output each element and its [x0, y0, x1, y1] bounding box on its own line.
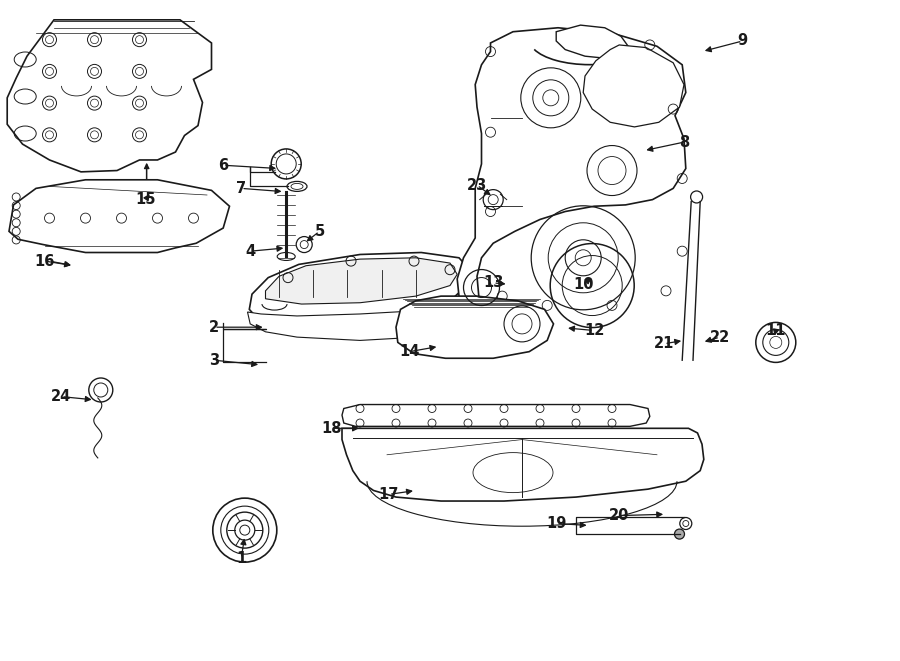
Text: 2: 2	[209, 320, 220, 334]
Text: 24: 24	[51, 389, 71, 404]
Text: 7: 7	[236, 181, 247, 196]
Polygon shape	[7, 20, 211, 172]
Text: 4: 4	[245, 244, 256, 258]
Text: 10: 10	[573, 277, 593, 292]
Text: 3: 3	[209, 353, 220, 368]
Polygon shape	[342, 405, 650, 426]
Text: 13: 13	[483, 276, 503, 290]
Text: 8: 8	[679, 135, 689, 149]
Polygon shape	[248, 304, 464, 340]
Text: 1: 1	[236, 551, 247, 566]
Polygon shape	[266, 258, 457, 304]
Polygon shape	[556, 25, 628, 58]
Text: 16: 16	[35, 254, 55, 268]
Text: 21: 21	[654, 336, 674, 351]
Polygon shape	[457, 28, 686, 305]
Polygon shape	[249, 253, 468, 324]
Text: 23: 23	[467, 178, 487, 192]
Text: 9: 9	[737, 34, 748, 48]
Text: 15: 15	[136, 192, 156, 207]
Text: 18: 18	[321, 421, 341, 436]
Text: 12: 12	[584, 323, 604, 338]
Text: 11: 11	[766, 323, 786, 338]
Text: 20: 20	[609, 508, 629, 523]
Text: 5: 5	[314, 224, 325, 239]
Text: 19: 19	[546, 516, 566, 531]
Polygon shape	[9, 180, 230, 253]
Circle shape	[674, 529, 685, 539]
Polygon shape	[583, 45, 684, 127]
Text: 22: 22	[710, 330, 730, 344]
Text: 17: 17	[379, 487, 399, 502]
Text: 14: 14	[400, 344, 419, 359]
Polygon shape	[342, 428, 704, 501]
Text: 6: 6	[218, 158, 229, 173]
Polygon shape	[396, 296, 554, 358]
